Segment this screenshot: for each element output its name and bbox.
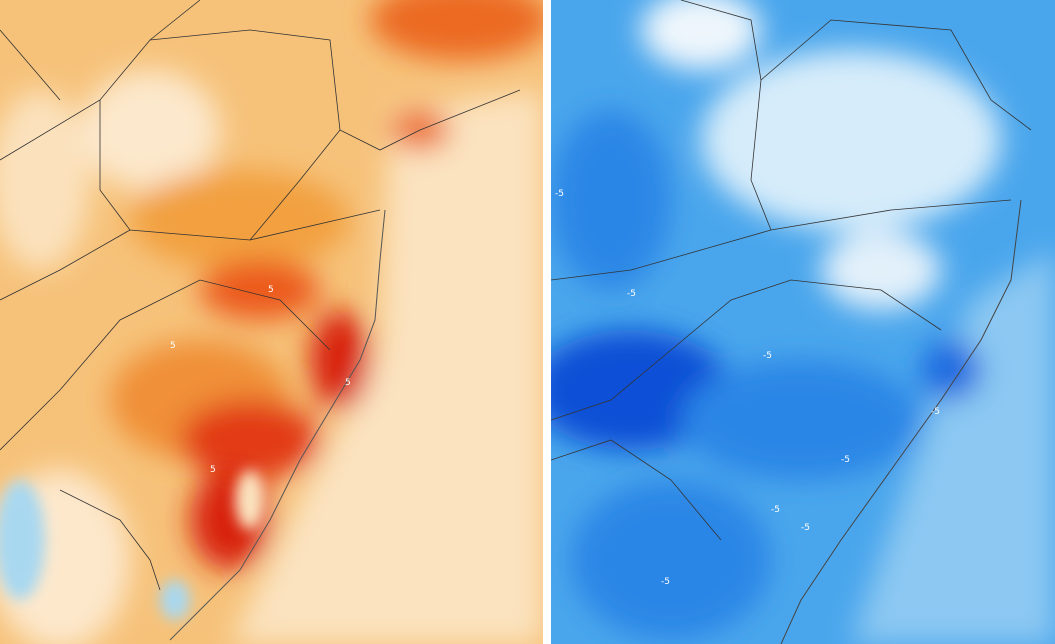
contour-label: 5: [345, 378, 351, 388]
contour-label: 5: [170, 341, 176, 351]
temperature-anomaly-map-cold: -5 -5 -5 -5 -5 -5 -5 -5: [551, 0, 1055, 644]
contour-label: 5: [268, 285, 274, 295]
contour-label: -5: [931, 407, 940, 417]
contour-label: -5: [771, 505, 780, 515]
temperature-anomaly-map-warm: 5 5 5 5: [0, 0, 543, 644]
contour-label: -5: [627, 289, 636, 299]
contour-label: 5: [210, 465, 216, 475]
contour-label: -5: [841, 455, 850, 465]
contour-label: -5: [763, 351, 772, 361]
contour-label: -5: [555, 189, 564, 199]
contour-label: -5: [801, 523, 810, 533]
contour-label: -5: [661, 577, 670, 587]
